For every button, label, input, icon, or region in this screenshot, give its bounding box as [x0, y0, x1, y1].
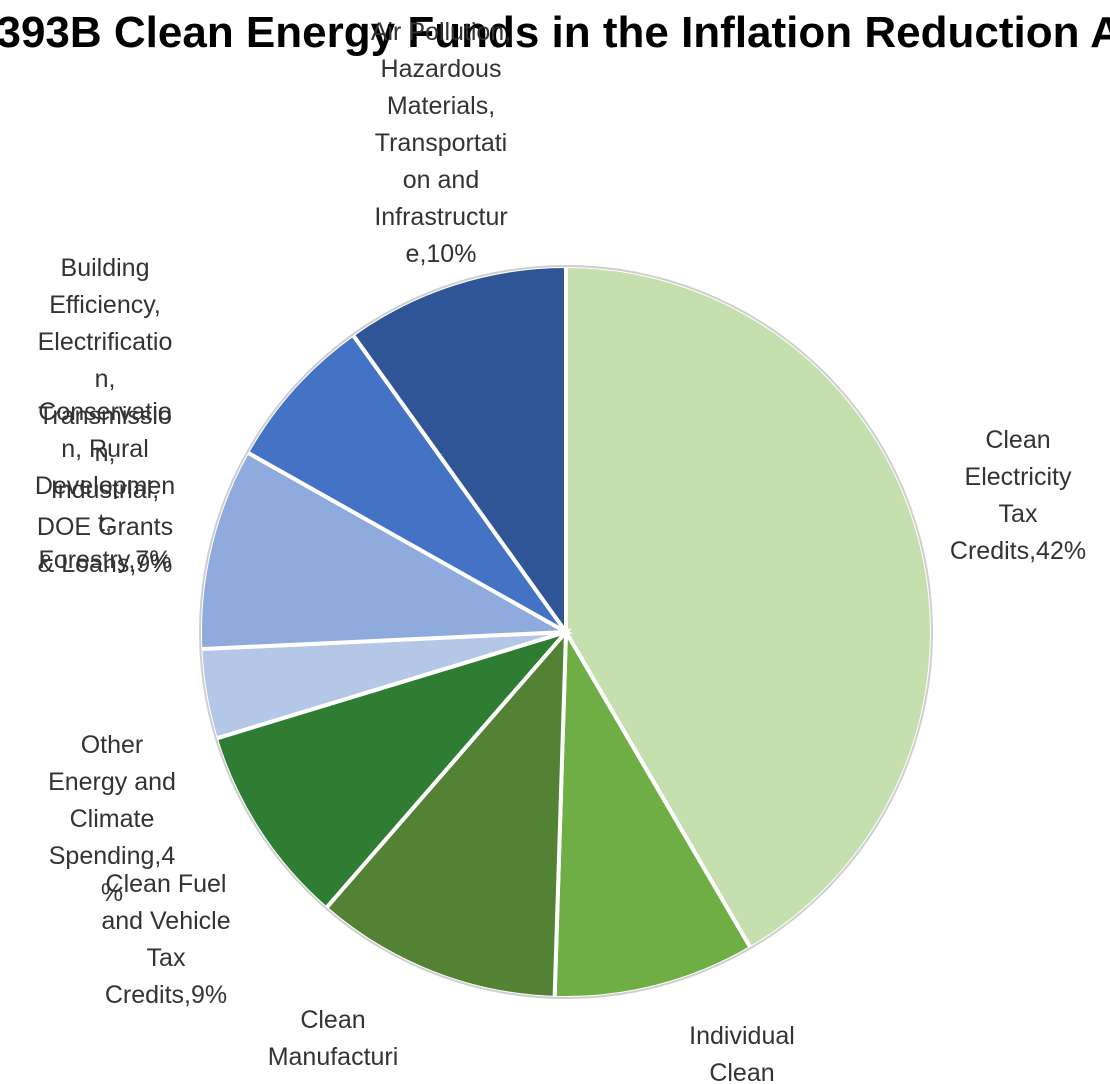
slice-data-label-line: % [101, 879, 123, 907]
slice-data-label-line: Tax [147, 944, 186, 972]
slice-data-label-line: and Vehicle [101, 907, 230, 935]
slice-data-label: Other Energy and Climate Spending,4% [48, 731, 176, 907]
slice-data-label: Conservatio n, Rural Developmen t, Forestry,… [35, 398, 175, 574]
slice-data-label: Clean Fuel and Vehicle Tax Credits,9% [101, 870, 230, 1009]
slice-data-label-line: DOE Grants [37, 513, 173, 541]
slice-data-label-line: Industrial, [51, 476, 159, 504]
slice-data-label-line: Forestry,7% [39, 546, 172, 574]
slice-data-label-line: Conservatio [38, 398, 171, 426]
slice-data-label-line: Clean [709, 1059, 774, 1084]
slice-data-label: IndividualCleanEnergy [689, 1022, 795, 1084]
slice-data-label-line: Building [61, 254, 150, 282]
slice-data-label-line: Electrificatio [38, 328, 173, 356]
slice-data-label-line: Energy and [48, 768, 176, 796]
slice-data-label-line: Hazardous [381, 55, 502, 83]
slice-data-label-line: Spending,4 [49, 842, 176, 870]
slice-data-label: Clean Manufacturi ng Tax [268, 1006, 399, 1084]
slice-data-label-line: ng Tax [296, 1080, 370, 1084]
slice-data-label-line: on and [403, 166, 479, 194]
slice-data-label-line: Climate [70, 805, 155, 833]
slice-data-label-line: Individual [689, 1022, 795, 1050]
slice-data-label-line: Manufacturi [268, 1043, 399, 1071]
slice-data-label-line: & Loans,9% [38, 550, 173, 578]
slice-data-label: Building Efficiency, Electrificatio n, Trans… [37, 254, 173, 578]
slice-data-label-line: n, Rural [61, 435, 149, 463]
chart-title: $393B Clean Energy Funds in the Inflatio… [0, 8, 1110, 57]
slice-data-label-line: t, [98, 509, 112, 537]
pie-data-labels: Clean Electricity Tax Credits,42% Individual… [35, 18, 1086, 1084]
slice-data-label-line: Developmen [35, 472, 175, 500]
slice-data-label-line: Materials, [387, 92, 495, 120]
slice-data-label-line: Credits,9% [105, 981, 227, 1009]
slice-data-label-line: Infrastructur [374, 203, 507, 231]
slice-data-label-line: n, [95, 365, 116, 393]
slice-data-label: Air Pollution, Hazardous Materials, Transpo… [371, 18, 511, 268]
slice-data-label-line: e,10% [406, 240, 477, 268]
pie-slices [198, 263, 934, 1000]
slice-data-label-line: Clean [985, 426, 1050, 454]
slice-data-label-line: n, [95, 439, 116, 467]
slice-data-label-line: Clean [300, 1006, 365, 1034]
pie-outline [199, 265, 933, 999]
slice-data-label-line: Transportati [375, 129, 507, 157]
slice-data-label-line: Tax [999, 500, 1038, 528]
slice-data-label-line: Electricity [965, 463, 1072, 491]
slice-data-label-line: Credits,42% [950, 537, 1086, 565]
slice-data-label-line: Other [81, 731, 144, 759]
slice-data-label-line: Air Pollution, [371, 18, 511, 46]
slice-data-label-line: Clean Fuel [106, 870, 227, 898]
slice-data-label-line: Transmissio [38, 402, 172, 430]
slice-data-label-line: Efficiency, [49, 291, 161, 319]
slice-data-label: Clean Electricity Tax Credits,42% [950, 426, 1086, 565]
